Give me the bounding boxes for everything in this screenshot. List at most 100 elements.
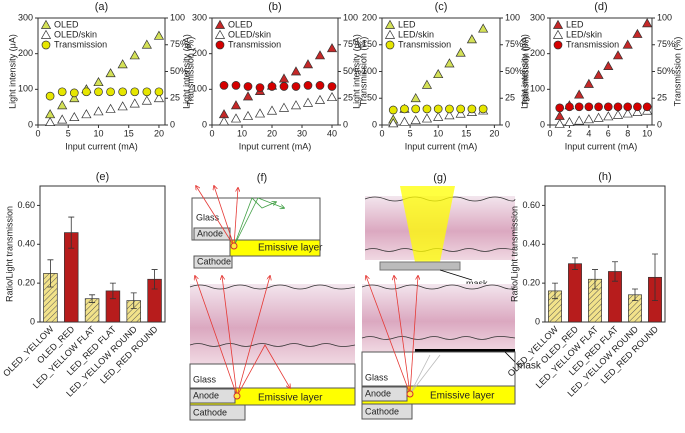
y-tick-label: 0 <box>30 316 35 326</box>
point <box>444 110 455 120</box>
x-tick-label: 0 <box>209 128 214 138</box>
y-tick-label: 150 <box>362 39 377 49</box>
y-axis-title: Light intensity (μA) <box>181 34 191 109</box>
panel-label: (h) <box>598 171 611 183</box>
point <box>290 100 302 110</box>
legend-marker <box>41 40 51 50</box>
legend-marker <box>552 29 564 39</box>
error-bar <box>130 292 137 309</box>
label: Emissive layer <box>430 391 495 402</box>
legend-label: OLED/skin <box>54 29 97 39</box>
legend-label: LED/skin <box>566 29 602 39</box>
y-axis-title: Ratio/Light transmission <box>509 206 519 302</box>
y2-tick-label: 0 <box>505 119 510 129</box>
skin-layer <box>361 336 516 340</box>
point <box>57 87 67 97</box>
y-tick-label: 100 <box>18 84 33 94</box>
point <box>326 43 338 53</box>
y2-tick-label: 0 <box>657 119 662 129</box>
error-bar <box>68 216 75 249</box>
skin <box>362 284 515 352</box>
point <box>583 78 594 88</box>
panel-label: (c) <box>435 1 448 13</box>
pointer <box>439 269 473 281</box>
point <box>81 109 92 119</box>
point <box>574 102 584 112</box>
x-tick-label: 0 <box>379 128 384 138</box>
y-tick-label: 0.20 <box>17 278 35 288</box>
point <box>411 104 421 114</box>
y-tick-label: 0 <box>372 119 377 129</box>
panel-label: (g) <box>433 172 446 184</box>
point <box>456 104 466 114</box>
y-tick-label: 50 <box>367 93 377 103</box>
y2-tick-label: 0 <box>170 119 175 129</box>
legend-marker <box>552 19 564 29</box>
y2-tick-label: 100 <box>657 12 672 22</box>
y2-axis-title: Transmission (%) <box>358 37 368 107</box>
y-tick-label: 200 <box>18 48 33 58</box>
y-tick-label: 0.60 <box>522 200 540 210</box>
legend-label: LED <box>566 19 584 29</box>
point <box>291 82 301 91</box>
point <box>642 18 653 28</box>
skin-surface <box>189 284 356 290</box>
y2-tick-label: 75% <box>343 39 361 49</box>
y-tick-label: 200 <box>530 48 545 58</box>
skin-surface <box>361 284 516 290</box>
point <box>410 93 421 103</box>
y2-tick-label: 50% <box>343 66 361 76</box>
point <box>444 58 455 68</box>
error-bar <box>89 294 96 303</box>
point <box>255 83 265 92</box>
point <box>230 113 242 123</box>
point <box>153 93 165 103</box>
x-tick-label: 0 <box>547 128 552 138</box>
ray <box>233 197 276 247</box>
point <box>130 87 140 97</box>
y-tick-label: 0.40 <box>522 239 540 249</box>
point <box>267 82 277 91</box>
error-bar <box>552 282 558 300</box>
x-axis-title: Input current (mA) <box>405 141 478 151</box>
cathode <box>361 403 413 420</box>
point <box>302 97 314 107</box>
point <box>302 59 314 69</box>
label: Glass <box>196 212 220 222</box>
x-tick-label: 0 <box>35 128 40 138</box>
y-tick-label: 0.60 <box>17 200 35 210</box>
point <box>117 101 128 111</box>
pointer <box>504 351 516 363</box>
label: Cathode <box>365 406 399 416</box>
point <box>421 79 433 89</box>
point <box>290 66 302 76</box>
x-tick-label: 4 <box>586 128 591 138</box>
error-bar <box>612 261 618 282</box>
label: Anode <box>197 228 223 238</box>
panel-label: (a) <box>95 1 108 13</box>
point <box>44 109 56 119</box>
point <box>117 59 128 69</box>
x-tick-label: 30 <box>297 128 307 138</box>
x-tick-label: 20 <box>154 128 164 138</box>
y2-tick-label: 50% <box>505 66 523 76</box>
x-tick-label: 10 <box>93 128 103 138</box>
point <box>231 81 241 90</box>
point <box>467 104 477 114</box>
rays <box>366 276 441 395</box>
skin <box>190 284 355 364</box>
panel-label: (e) <box>96 171 109 183</box>
light-beam <box>400 186 455 262</box>
point <box>593 112 604 122</box>
point <box>612 109 624 119</box>
error-bar <box>151 269 158 290</box>
y-axis-title: Light intensity (μA) <box>351 34 361 109</box>
point <box>603 102 613 112</box>
error-bar <box>572 257 578 270</box>
point <box>266 105 278 115</box>
panel-label: (f) <box>257 172 267 184</box>
point <box>153 30 165 40</box>
y2-tick-label: 100 <box>505 12 520 22</box>
point <box>603 60 614 70</box>
